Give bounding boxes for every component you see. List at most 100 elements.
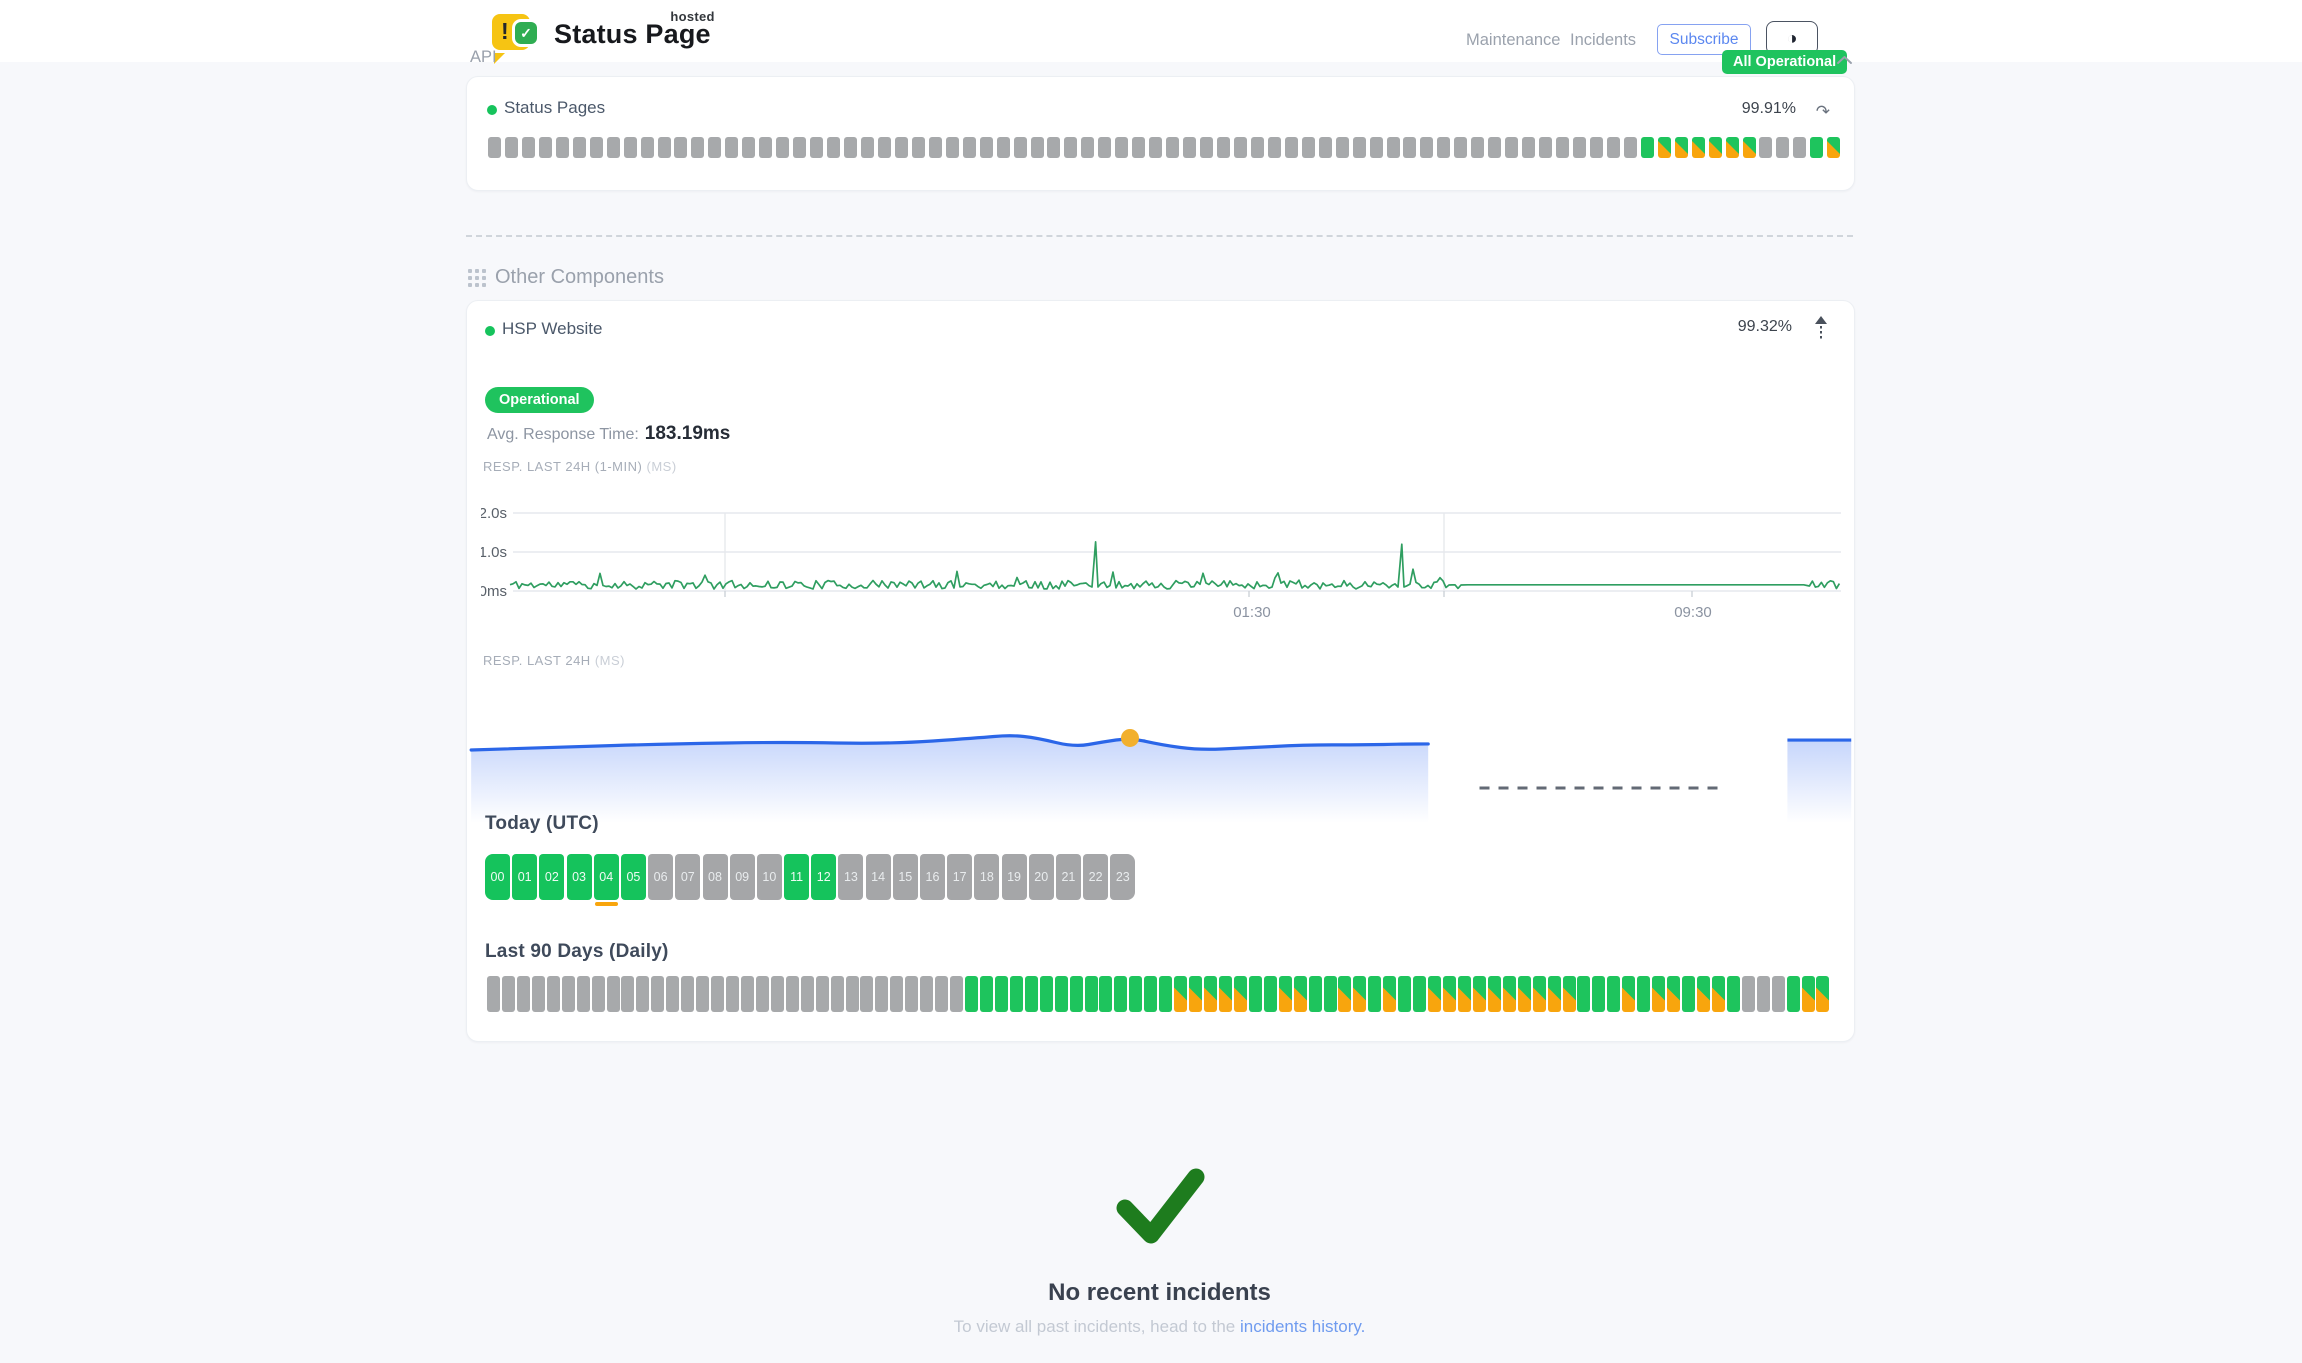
uptime-bar[interactable] bbox=[1592, 976, 1606, 1012]
uptime-bar[interactable] bbox=[1308, 976, 1322, 1012]
uptime-bar[interactable] bbox=[1335, 137, 1349, 158]
uptime-bar[interactable] bbox=[1562, 976, 1576, 1012]
hour-block[interactable]: 06 bbox=[648, 854, 674, 900]
hour-block[interactable]: 19 bbox=[1001, 854, 1027, 900]
uptime-bar[interactable] bbox=[1742, 137, 1756, 158]
uptime-bar[interactable] bbox=[1640, 137, 1654, 158]
uptime-bar[interactable] bbox=[651, 976, 665, 1012]
uptime-bar[interactable] bbox=[1756, 976, 1770, 1012]
uptime-bar[interactable] bbox=[1403, 137, 1417, 158]
uptime-bar[interactable] bbox=[1323, 976, 1337, 1012]
uptime-bar[interactable] bbox=[1623, 137, 1637, 158]
uptime-bar[interactable] bbox=[1454, 137, 1468, 158]
uptime-bar[interactable] bbox=[1054, 976, 1068, 1012]
uptime-bar[interactable] bbox=[1622, 976, 1636, 1012]
uptime-bar[interactable] bbox=[1301, 137, 1315, 158]
uptime-bar[interactable] bbox=[1115, 137, 1129, 158]
uptime-bar[interactable] bbox=[1532, 976, 1546, 1012]
uptime-bar[interactable] bbox=[996, 137, 1010, 158]
uptime-bar[interactable] bbox=[1776, 137, 1790, 158]
uptime-bar[interactable] bbox=[1189, 976, 1203, 1012]
uptime-bar[interactable] bbox=[1099, 976, 1113, 1012]
uptime-bar[interactable] bbox=[636, 976, 650, 1012]
uptime-bar[interactable] bbox=[742, 137, 756, 158]
uptime-bar[interactable] bbox=[1674, 137, 1688, 158]
uptime-bar[interactable] bbox=[1708, 137, 1722, 158]
uptime-bar[interactable] bbox=[1114, 976, 1128, 1012]
uptime-bar[interactable] bbox=[504, 137, 518, 158]
chevron-up-icon[interactable] bbox=[1836, 55, 1853, 65]
uptime-bar[interactable] bbox=[1218, 976, 1232, 1012]
uptime-bar[interactable] bbox=[979, 976, 993, 1012]
uptime-bar[interactable] bbox=[1263, 976, 1277, 1012]
uptime-bar[interactable] bbox=[1637, 976, 1651, 1012]
uptime-bar[interactable] bbox=[1420, 137, 1434, 158]
uptime-bar[interactable] bbox=[810, 137, 824, 158]
uptime-bar[interactable] bbox=[591, 976, 605, 1012]
uptime-bar[interactable] bbox=[1098, 137, 1112, 158]
uptime-bar[interactable] bbox=[877, 137, 891, 158]
hour-block[interactable]: 20 bbox=[1028, 854, 1054, 900]
uptime-bar[interactable] bbox=[657, 137, 671, 158]
uptime-bar[interactable] bbox=[1793, 137, 1807, 158]
uptime-bar[interactable] bbox=[1505, 137, 1519, 158]
uptime-bar[interactable] bbox=[1457, 976, 1471, 1012]
hour-block[interactable]: 15 bbox=[892, 854, 918, 900]
uptime-bar[interactable] bbox=[691, 137, 705, 158]
uptime-bar[interactable] bbox=[860, 137, 874, 158]
logo[interactable]: ! ✓ Status Page hosted bbox=[492, 9, 714, 64]
overall-status-badge[interactable]: All Operational bbox=[1722, 50, 1848, 74]
uptime-bar[interactable] bbox=[1132, 137, 1146, 158]
uptime-bar[interactable] bbox=[1081, 137, 1095, 158]
uptime-bar[interactable] bbox=[1573, 137, 1586, 158]
uptime-bar[interactable] bbox=[1607, 976, 1621, 1012]
uptime-bar[interactable] bbox=[538, 137, 552, 158]
uptime-bar[interactable] bbox=[894, 137, 908, 158]
uptime-bar[interactable] bbox=[1771, 976, 1785, 1012]
uptime-bar[interactable] bbox=[965, 976, 978, 1012]
uptime-bar[interactable] bbox=[674, 137, 688, 158]
uptime-bar[interactable] bbox=[1725, 137, 1739, 158]
uptime-bar[interactable] bbox=[1233, 137, 1247, 158]
uptime-bar[interactable] bbox=[935, 976, 949, 1012]
collapse-arrow-icon[interactable] bbox=[1814, 316, 1828, 342]
uptime-bar[interactable] bbox=[606, 976, 620, 1012]
hour-block[interactable]: 14 bbox=[865, 854, 891, 900]
hour-block[interactable]: 01 bbox=[512, 854, 538, 900]
uptime-bar[interactable] bbox=[1657, 137, 1671, 158]
uptime-bar[interactable] bbox=[1250, 137, 1264, 158]
uptime-bar[interactable] bbox=[1216, 137, 1230, 158]
uptime-bar[interactable] bbox=[793, 137, 807, 158]
uptime-bar[interactable] bbox=[759, 137, 773, 158]
uptime-bar[interactable] bbox=[911, 137, 925, 158]
uptime-bar[interactable] bbox=[827, 137, 841, 158]
subscribe-button[interactable]: Subscribe bbox=[1657, 24, 1751, 55]
uptime-bar[interactable] bbox=[1047, 137, 1061, 158]
uptime-bar[interactable] bbox=[890, 976, 904, 1012]
uptime-bar[interactable] bbox=[1539, 137, 1553, 158]
uptime-bar[interactable] bbox=[1801, 976, 1815, 1012]
uptime-bar[interactable] bbox=[725, 137, 739, 158]
uptime-bar[interactable] bbox=[1589, 137, 1603, 158]
uptime-bar[interactable] bbox=[1428, 976, 1442, 1012]
uptime-bar[interactable] bbox=[1786, 976, 1800, 1012]
uptime-bar[interactable] bbox=[1487, 976, 1501, 1012]
hour-block[interactable]: 12 bbox=[811, 854, 837, 900]
uptime-bar[interactable] bbox=[1816, 976, 1830, 1012]
uptime-bar[interactable] bbox=[740, 976, 754, 1012]
uptime-bar[interactable] bbox=[521, 137, 535, 158]
uptime-bar[interactable] bbox=[755, 976, 769, 1012]
uptime-bar[interactable] bbox=[1278, 976, 1292, 1012]
uptime-bar[interactable] bbox=[1741, 976, 1755, 1012]
uptime-bar[interactable] bbox=[1726, 976, 1740, 1012]
uptime-bar[interactable] bbox=[696, 976, 710, 1012]
uptime-bar[interactable] bbox=[1443, 976, 1456, 1012]
uptime-bar[interactable] bbox=[1013, 137, 1027, 158]
uptime-bar[interactable] bbox=[1248, 976, 1262, 1012]
uptime-bar[interactable] bbox=[962, 137, 976, 158]
refresh-icon[interactable]: ↷ bbox=[1815, 102, 1830, 121]
uptime-bar[interactable] bbox=[1149, 137, 1163, 158]
uptime-bar[interactable] bbox=[589, 137, 603, 158]
uptime-bar[interactable] bbox=[1174, 976, 1188, 1012]
uptime-bar[interactable] bbox=[1711, 976, 1725, 1012]
